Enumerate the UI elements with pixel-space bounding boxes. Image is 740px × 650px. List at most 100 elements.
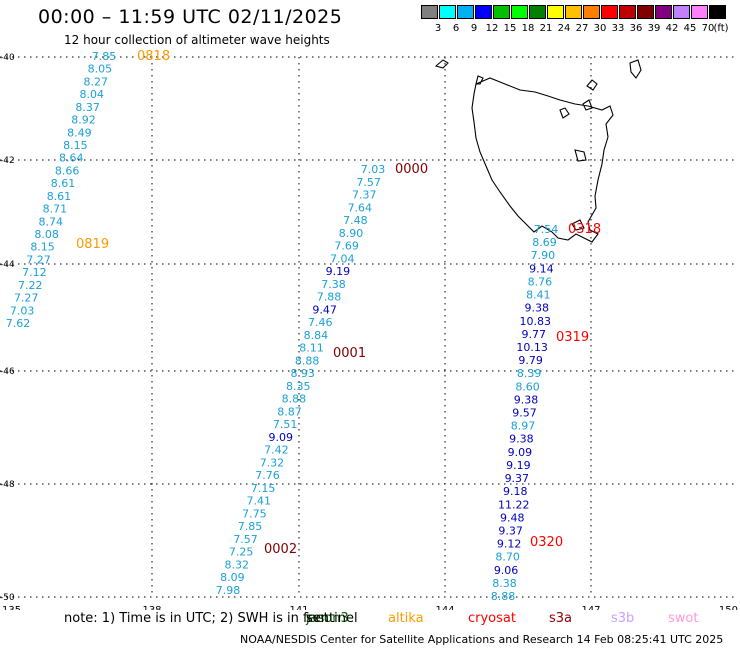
- wave-height-value: 7.25: [229, 546, 254, 559]
- pass-time-label: 0000: [395, 162, 428, 177]
- color-swatch: [475, 5, 492, 19]
- wave-height-value: 7.64: [348, 201, 373, 214]
- latitude-label: -48: [0, 480, 15, 490]
- wave-height-value: 7.75: [242, 507, 267, 520]
- note-text: note: 1) Time is in UTC; 2) SWH is in fe…: [64, 611, 329, 626]
- wave-height-value: 9.37: [498, 524, 523, 537]
- color-scale-tick: (ft): [713, 23, 729, 34]
- wave-height-value: 7.03: [361, 163, 386, 176]
- wave-height-value: 7.69: [334, 240, 359, 253]
- color-swatch: [547, 5, 564, 19]
- wave-height-value: 8.08: [34, 228, 59, 241]
- wave-height-value: 7.85: [238, 520, 263, 533]
- wave-height-value: 7.85: [92, 50, 117, 63]
- wave-height-value: 8.74: [39, 215, 64, 228]
- color-swatch: [439, 5, 456, 19]
- color-scale-tick: 27: [575, 23, 589, 34]
- wave-height-value: 7.54: [534, 223, 559, 236]
- pass-time-label: 0002: [264, 542, 297, 557]
- wave-height-value: 8.37: [75, 101, 100, 114]
- wave-height-value: 8.70: [495, 551, 520, 564]
- wave-height-value: 7.48: [343, 214, 368, 227]
- wave-height-value: 8.92: [71, 114, 96, 127]
- wave-height-value: 8.93: [290, 367, 315, 380]
- wave-height-value: 9.09: [268, 431, 293, 444]
- wave-height-value: 8.84: [304, 329, 329, 342]
- wave-height-value: 10.83: [520, 315, 552, 328]
- satellite-name: jason3: [306, 611, 349, 626]
- wave-height-value: 8.04: [79, 88, 104, 101]
- wave-height-value: 7.27: [26, 253, 51, 266]
- color-scale-tick: 24: [557, 23, 571, 34]
- color-scale-tick: 45: [683, 23, 697, 34]
- satellite-name: s3a: [549, 611, 573, 626]
- wave-height-value: 8.15: [63, 139, 88, 152]
- wave-height-value: 7.15: [251, 482, 276, 495]
- wave-height-value: 9.09: [508, 446, 533, 459]
- satellite-name: cryosat: [468, 611, 516, 626]
- longitude-label: 141: [289, 605, 308, 610]
- pass-time-label: 0319: [556, 330, 589, 345]
- wave-height-value: 7.51: [273, 418, 298, 431]
- wave-height-value: 8.32: [225, 558, 250, 571]
- wave-height-value: 11.22: [498, 498, 530, 511]
- color-swatch: [511, 5, 528, 19]
- wave-height-value: 9.47: [312, 303, 337, 316]
- page-subtitle: 12 hour collection of altimeter wave hei…: [64, 33, 330, 47]
- color-scale-tick: 6: [452, 23, 460, 34]
- color-swatch: [601, 5, 618, 19]
- wave-height-value: 9.14: [529, 262, 554, 275]
- wave-height-value: 8.38: [492, 577, 517, 590]
- color-scale-tick: 30: [593, 23, 607, 34]
- wave-height-value: 7.46: [308, 316, 333, 329]
- color-scale-tick: 42: [665, 23, 679, 34]
- wave-height-value: 8.05: [88, 63, 113, 76]
- pass-time-label: 0320: [530, 535, 563, 550]
- wave-height-value: 7.42: [264, 444, 289, 457]
- wave-height-value: 7.27: [14, 292, 39, 305]
- wave-height-map: -40 -42 -44 -46 -48 -50 135 138 141 144 147 150 7.8…: [0, 49, 738, 610]
- wave-height-value: 8.49: [67, 126, 92, 139]
- altimeter-tracks: 7.858.058.278.048.378.928.498.158.648.66…: [6, 49, 601, 603]
- color-swatch: [709, 5, 726, 19]
- color-scale-tick: 3: [434, 23, 442, 34]
- color-swatch: [619, 5, 636, 19]
- wave-height-value: 8.61: [51, 177, 76, 190]
- wave-height-value: 7.62: [6, 317, 31, 330]
- wave-height-value: 7.98: [216, 584, 241, 597]
- wave-height-value: 10.13: [516, 341, 548, 354]
- latitude-label: -46: [0, 367, 15, 377]
- wave-height-value: 8.64: [59, 152, 84, 165]
- wave-height-value: 9.06: [494, 564, 519, 577]
- wave-height-value: 8.90: [339, 227, 364, 240]
- page-title: 00:00 – 11:59 UTC 02/11/2025: [38, 6, 343, 28]
- wave-height-value: 9.19: [506, 459, 531, 472]
- longitude-label: 144: [435, 605, 454, 610]
- longitude-label: 135: [2, 605, 21, 610]
- longitude-label: 147: [581, 605, 600, 610]
- wave-height-value: 9.19: [326, 265, 351, 278]
- wave-height-value: 9.38: [525, 302, 550, 315]
- wave-height-value: 9.57: [512, 407, 537, 420]
- pass-time-label: 0318: [568, 222, 601, 237]
- color-scale-tick: 18: [521, 23, 535, 34]
- wave-height-value: 8.97: [511, 420, 536, 433]
- color-swatch: [673, 5, 690, 19]
- wave-height-value: 8.09: [220, 571, 245, 584]
- satellite-name: altika: [388, 611, 424, 626]
- color-scale-tick: 15: [503, 23, 517, 34]
- wave-height-value: 9.77: [521, 328, 546, 341]
- wave-height-value: 9.18: [503, 485, 528, 498]
- wave-height-value: 9.79: [518, 354, 543, 367]
- wave-height-value: 8.71: [43, 203, 68, 216]
- pass-time-label: 0819: [76, 237, 109, 252]
- wave-height-value: 9.38: [509, 433, 534, 446]
- latitude-label: -50: [0, 593, 15, 603]
- wave-height-value: 7.03: [10, 304, 35, 317]
- color-scale-tick: 9: [470, 23, 478, 34]
- color-scale-tick: 12: [485, 23, 499, 34]
- color-swatch: [529, 5, 546, 19]
- wave-height-value: 9.38: [514, 393, 539, 406]
- wave-height-value: 7.76: [255, 469, 280, 482]
- latitude-label: -44: [0, 260, 15, 270]
